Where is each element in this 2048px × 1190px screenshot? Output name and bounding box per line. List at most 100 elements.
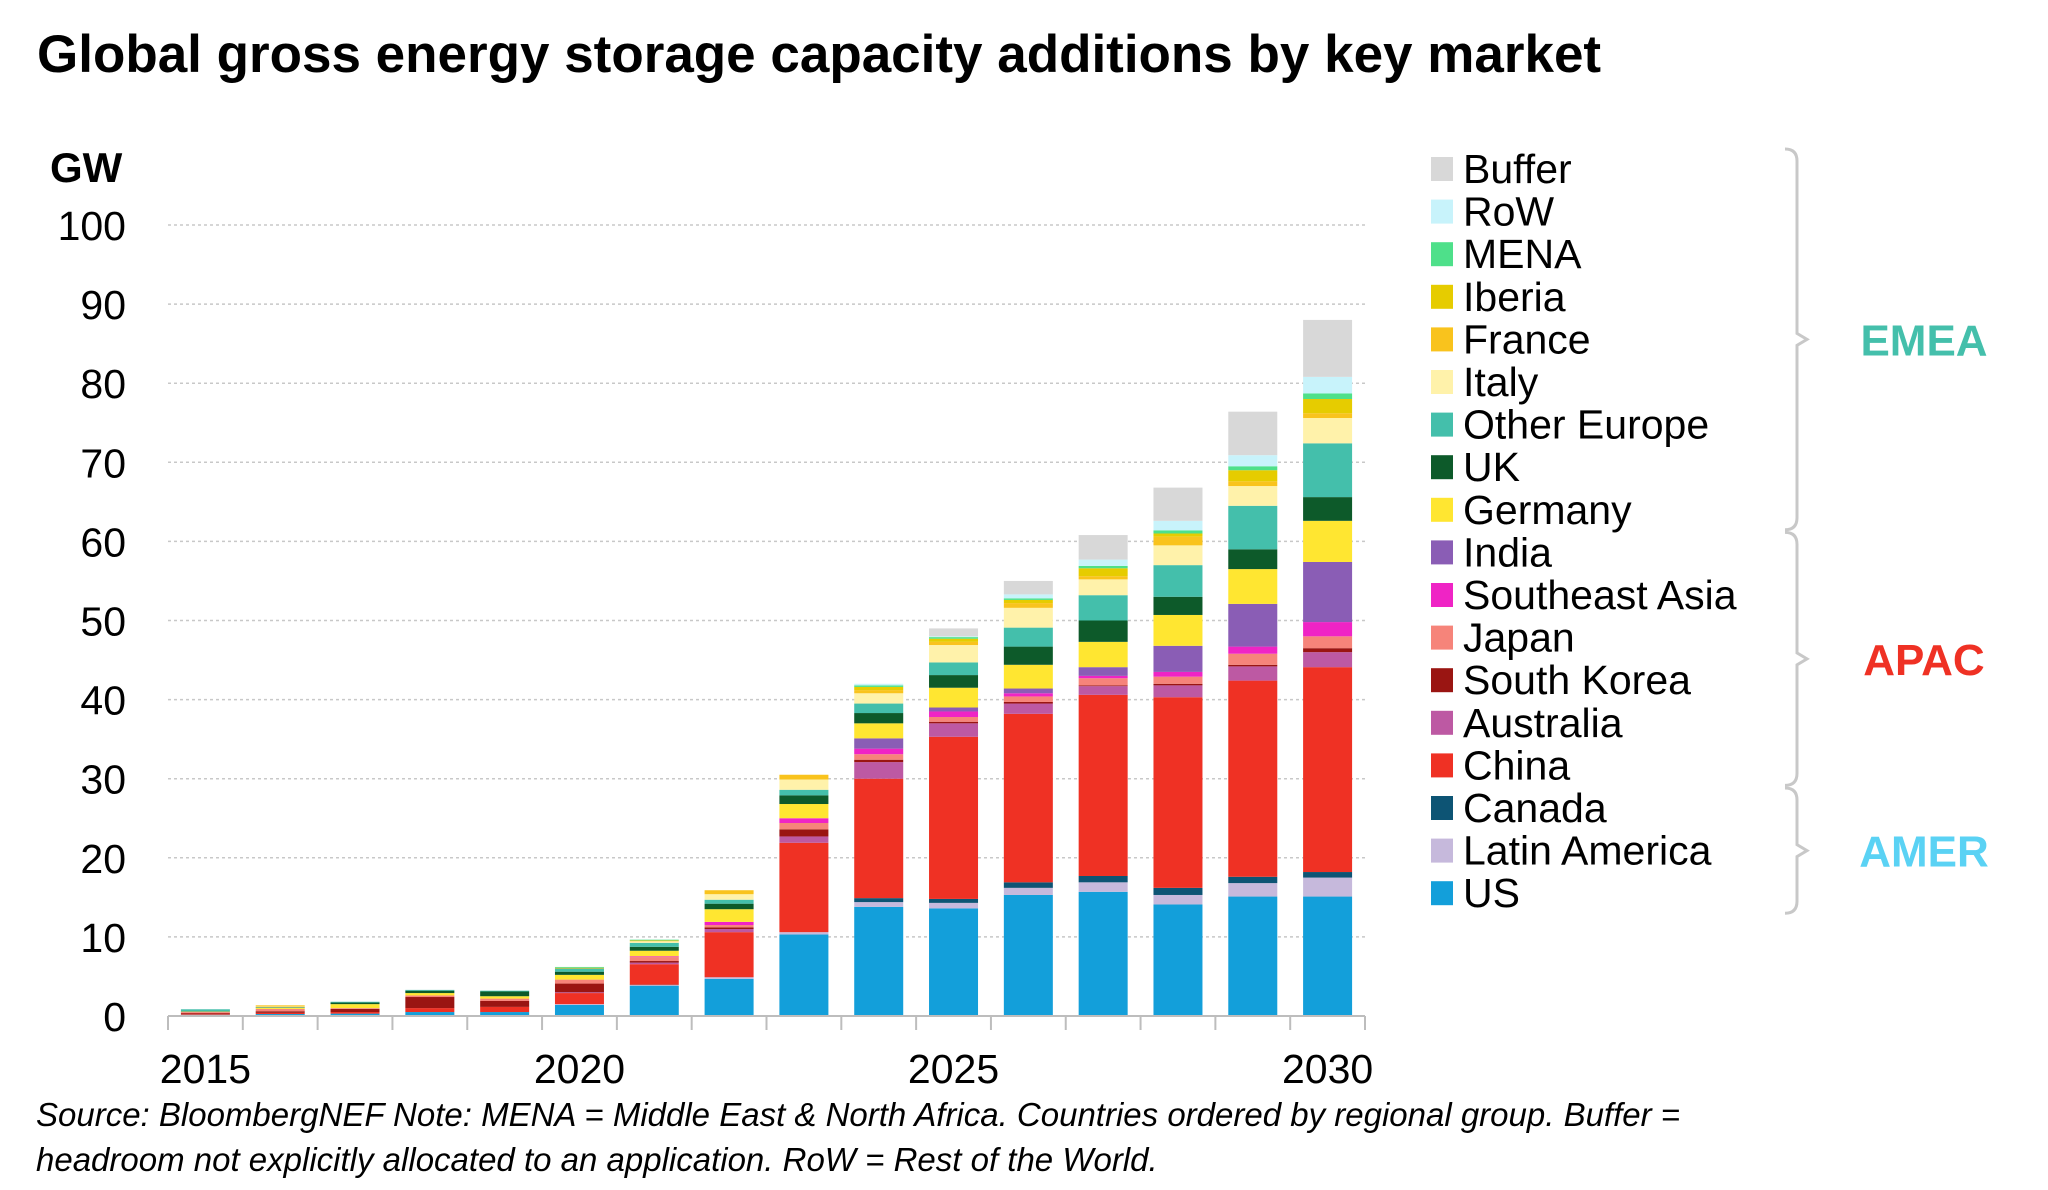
bar-segment-south-korea xyxy=(405,997,455,1009)
x-tick-label: 2015 xyxy=(160,1046,251,1092)
bar-segment-italy xyxy=(854,693,904,704)
bars xyxy=(180,319,1353,1016)
legend-label: US xyxy=(1463,870,1520,916)
bracket xyxy=(1784,530,1810,787)
bar-2029 xyxy=(1228,411,1278,1016)
bar-segment-south-korea xyxy=(1303,648,1353,653)
bar-segment-other-europe xyxy=(405,989,455,991)
bar-segment-us xyxy=(929,908,979,1016)
bar-segment-southeast-asia xyxy=(1078,675,1128,679)
bar-segment-latin-america xyxy=(1228,883,1278,897)
bar-segment-france xyxy=(929,641,979,646)
bar-2019 xyxy=(480,990,530,1016)
bar-2016 xyxy=(255,1005,305,1016)
legend-swatch xyxy=(1431,199,1453,224)
bar-segment-germany xyxy=(1078,641,1128,668)
bar-segment-india xyxy=(1003,688,1053,694)
bar-segment-us xyxy=(1153,904,1203,1016)
bar-segment-mena xyxy=(1228,466,1278,471)
bar-segment-us xyxy=(779,934,829,1016)
legend-item: South Korea xyxy=(1431,657,1691,703)
legend-label: Iberia xyxy=(1463,274,1566,320)
bar-segment-iberia xyxy=(1078,568,1128,577)
legend-item: UK xyxy=(1431,444,1520,490)
bar-segment-buffer xyxy=(1078,535,1128,560)
y-tick-label: 50 xyxy=(80,599,126,645)
region-label: AMER xyxy=(1859,828,1989,877)
legend-swatch xyxy=(1431,625,1453,650)
bar-segment-china xyxy=(629,964,679,985)
bar-segment-france xyxy=(704,890,754,895)
legend-swatch xyxy=(1431,157,1453,181)
bar-segment-row xyxy=(854,683,904,686)
bar-segment-us xyxy=(1003,894,1053,1016)
bar-segment-other-europe xyxy=(480,990,530,992)
bar-segment-uk xyxy=(1153,596,1203,615)
bar-segment-south-korea xyxy=(779,829,829,837)
bar-segment-mena xyxy=(554,966,604,968)
bar-segment-canada xyxy=(1153,887,1203,895)
legend-label: Canada xyxy=(1463,785,1607,831)
bar-segment-iberia xyxy=(1303,399,1353,414)
bar-segment-mena xyxy=(1303,393,1353,400)
bar-segment-mena xyxy=(1078,565,1128,569)
bar-segment-japan xyxy=(480,998,530,1001)
legend-label: RoW xyxy=(1463,189,1554,235)
y-tick-label: 90 xyxy=(80,282,126,328)
bar-segment-uk xyxy=(554,971,604,975)
bar-segment-australia xyxy=(1303,652,1353,668)
y-tick-label: 100 xyxy=(58,203,126,249)
bar-segment-france xyxy=(1228,481,1278,487)
bar-segment-southeast-asia xyxy=(629,956,679,958)
bar-segment-australia xyxy=(1228,666,1278,681)
bar-segment-south-korea xyxy=(704,927,754,929)
bar-segment-china xyxy=(1228,680,1278,877)
bar-segment-other-europe xyxy=(929,662,979,676)
region-apac: APAC xyxy=(1784,530,1985,787)
bar-segment-germany xyxy=(779,804,829,819)
bar-segment-canada xyxy=(1003,882,1053,888)
legend-item: Australia xyxy=(1431,700,1623,746)
bar-segment-us xyxy=(1303,896,1353,1016)
bar-segment-latin-america xyxy=(1078,882,1128,892)
bar-segment-france xyxy=(255,1005,305,1007)
bar-segment-china xyxy=(255,1012,305,1015)
bar-segment-china xyxy=(330,1012,380,1014)
footnote-line-1: Source: BloombergNEF Note: MENA = Middle… xyxy=(36,1096,1680,1133)
bar-segment-china xyxy=(1003,713,1053,883)
bar-segment-latin-america xyxy=(1003,887,1053,895)
region-amer: AMER xyxy=(1784,786,1989,915)
bar-segment-latin-america xyxy=(1153,894,1203,905)
y-tick-label: 30 xyxy=(80,757,126,803)
legend-label: Southeast Asia xyxy=(1463,572,1737,618)
bar-segment-germany xyxy=(480,996,530,999)
bar-segment-latin-america xyxy=(554,1004,604,1005)
bar-segment-france xyxy=(1003,603,1053,608)
legend-swatch xyxy=(1431,583,1453,607)
bar-segment-italy xyxy=(1303,418,1353,444)
bar-segment-southeast-asia xyxy=(704,921,754,926)
legend-swatch xyxy=(1431,284,1453,309)
bar-segment-japan xyxy=(1078,678,1128,686)
bar-segment-uk xyxy=(704,903,754,910)
region-brackets: EMEA APAC AMER xyxy=(1784,147,1989,915)
bar-segment-south-korea xyxy=(255,1011,305,1013)
bracket xyxy=(1784,147,1810,532)
bar-segment-china xyxy=(704,932,754,978)
bar-segment-japan xyxy=(255,1008,305,1012)
bar-segment-latin-america xyxy=(704,977,754,979)
bar-segment-south-korea xyxy=(629,961,679,963)
legend-label: France xyxy=(1463,316,1591,362)
bar-segment-canada xyxy=(1228,876,1278,884)
x-tick-label: 2030 xyxy=(1282,1046,1373,1092)
bar-segment-china xyxy=(554,993,604,1005)
bar-segment-germany xyxy=(629,950,679,957)
bar-segment-southeast-asia xyxy=(1228,646,1278,654)
bar-segment-us xyxy=(704,978,754,1016)
bar-segment-south-korea xyxy=(1003,701,1053,704)
bar-2015 xyxy=(180,1009,230,1016)
bar-segment-china xyxy=(854,778,904,899)
legend-swatch xyxy=(1431,412,1453,437)
bar-segment-australia xyxy=(929,723,979,737)
bar-segment-iberia xyxy=(1003,599,1053,604)
